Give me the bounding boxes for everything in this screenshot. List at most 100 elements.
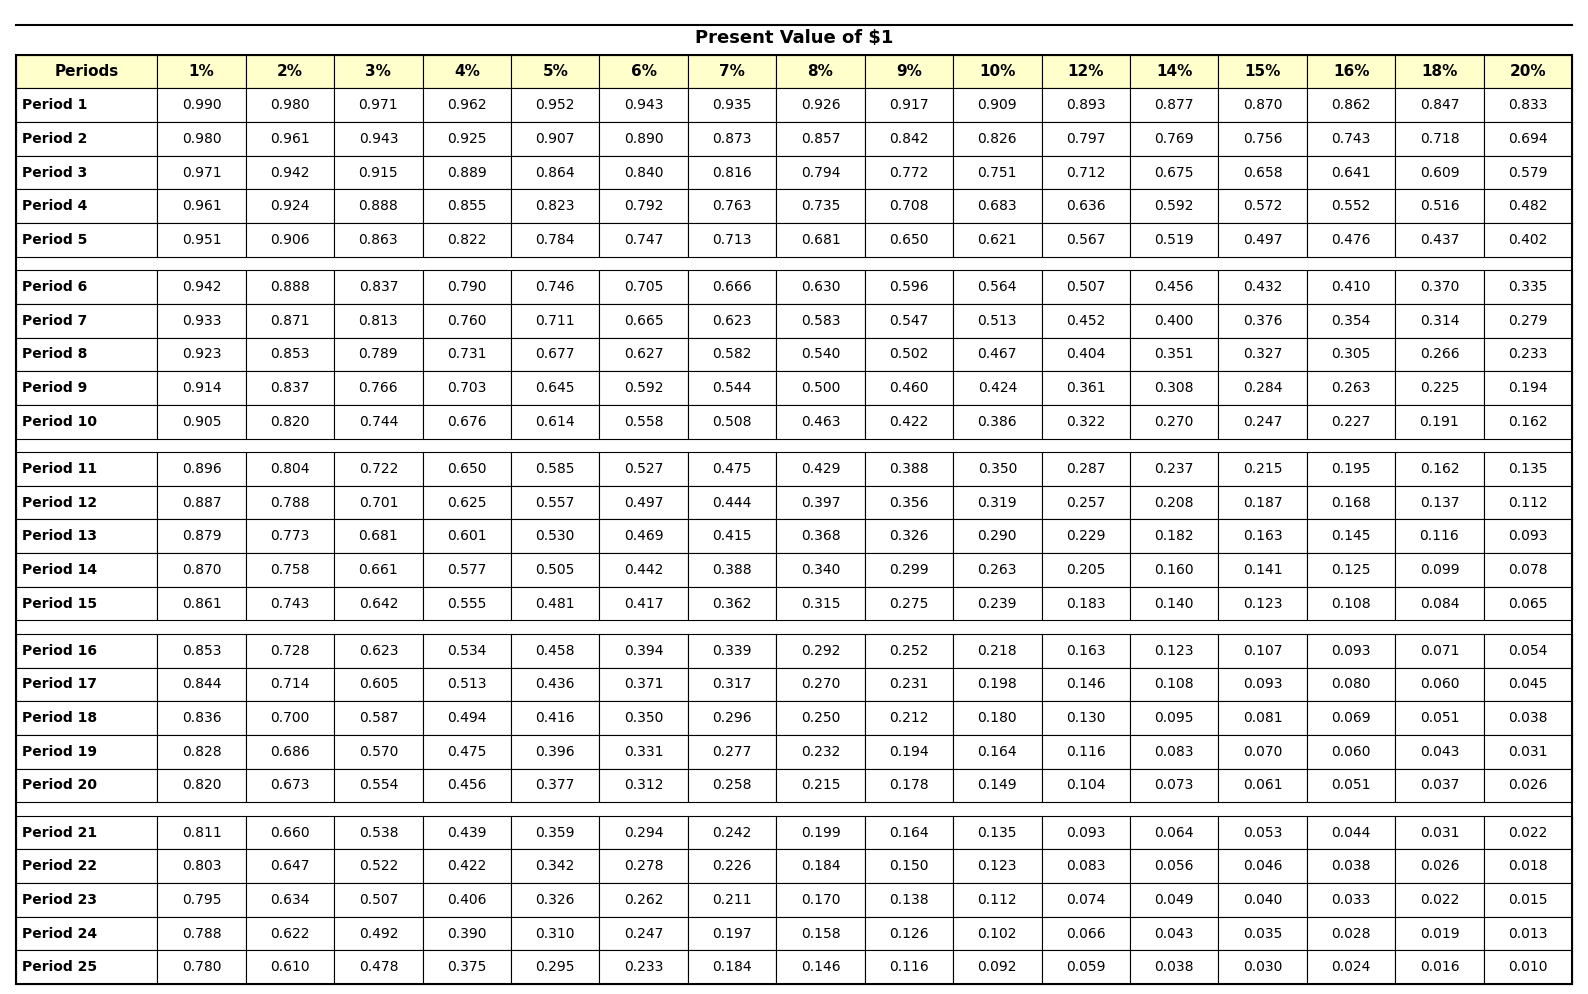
Text: 0.065: 0.065 xyxy=(1509,596,1548,610)
Text: 0.295: 0.295 xyxy=(535,960,575,974)
Bar xyxy=(688,816,777,849)
Text: 0.442: 0.442 xyxy=(624,563,664,577)
Text: 0.226: 0.226 xyxy=(713,859,751,873)
Bar xyxy=(865,519,953,553)
Text: 0.123: 0.123 xyxy=(1154,644,1194,658)
Text: 0.263: 0.263 xyxy=(978,563,1018,577)
Text: 0.163: 0.163 xyxy=(1066,644,1105,658)
Bar xyxy=(688,270,777,304)
Bar xyxy=(1483,883,1572,916)
Bar xyxy=(1042,735,1131,768)
Bar xyxy=(1131,950,1218,984)
Text: 0.605: 0.605 xyxy=(359,677,399,692)
Text: 0.467: 0.467 xyxy=(978,347,1018,362)
Text: 0.887: 0.887 xyxy=(181,496,221,510)
Bar xyxy=(1396,486,1483,519)
Bar xyxy=(1042,304,1131,338)
Bar xyxy=(422,371,511,405)
Bar xyxy=(157,88,246,122)
Text: Period 14: Period 14 xyxy=(22,563,97,577)
Text: 9%: 9% xyxy=(896,64,923,79)
Text: 0.731: 0.731 xyxy=(448,347,486,362)
Text: 0.681: 0.681 xyxy=(800,233,840,247)
Text: 0.026: 0.026 xyxy=(1420,859,1459,873)
Text: 0.126: 0.126 xyxy=(889,926,929,940)
Bar xyxy=(1042,55,1131,88)
Bar xyxy=(246,122,333,156)
Bar xyxy=(157,519,246,553)
Bar xyxy=(246,950,333,984)
Bar xyxy=(777,816,865,849)
Text: 0.046: 0.046 xyxy=(1243,859,1283,873)
Bar xyxy=(246,816,333,849)
Text: 0.277: 0.277 xyxy=(713,745,751,758)
Bar xyxy=(333,816,422,849)
Bar xyxy=(157,338,246,371)
Bar xyxy=(599,486,688,519)
Text: Period 11: Period 11 xyxy=(22,462,97,476)
Text: 0.614: 0.614 xyxy=(535,414,575,428)
Bar xyxy=(1307,304,1396,338)
Text: 0.820: 0.820 xyxy=(270,414,310,428)
Text: 0.242: 0.242 xyxy=(713,826,751,840)
Text: Period 20: Period 20 xyxy=(22,778,97,792)
Text: 0.758: 0.758 xyxy=(270,563,310,577)
Bar xyxy=(1042,586,1131,620)
Text: 0.744: 0.744 xyxy=(359,414,399,428)
Text: 0.356: 0.356 xyxy=(889,496,929,510)
Bar xyxy=(1483,55,1572,88)
Text: 10%: 10% xyxy=(980,64,1016,79)
Bar xyxy=(953,950,1042,984)
Text: 0.625: 0.625 xyxy=(448,496,486,510)
Text: 0.045: 0.045 xyxy=(1509,677,1548,692)
Bar xyxy=(157,916,246,950)
Bar xyxy=(1307,634,1396,668)
Text: 0.319: 0.319 xyxy=(978,496,1018,510)
Text: 0.104: 0.104 xyxy=(1066,778,1105,792)
Text: 0.270: 0.270 xyxy=(1154,414,1194,428)
Bar xyxy=(1218,223,1307,256)
Text: 0.198: 0.198 xyxy=(978,677,1018,692)
Bar xyxy=(1131,634,1218,668)
Bar xyxy=(1042,916,1131,950)
Text: 0.340: 0.340 xyxy=(800,563,840,577)
Text: 0.263: 0.263 xyxy=(1331,381,1370,395)
Bar xyxy=(1483,768,1572,802)
Text: 0.436: 0.436 xyxy=(535,677,575,692)
Bar xyxy=(1042,122,1131,156)
Text: 0.195: 0.195 xyxy=(1331,462,1370,476)
Bar xyxy=(1218,452,1307,486)
Text: Period 1: Period 1 xyxy=(22,98,87,112)
Text: 0.907: 0.907 xyxy=(535,132,575,146)
Bar xyxy=(1307,519,1396,553)
Text: 0.278: 0.278 xyxy=(624,859,664,873)
Bar xyxy=(953,156,1042,190)
Bar xyxy=(1218,190,1307,223)
Bar xyxy=(777,371,865,405)
Text: 0.083: 0.083 xyxy=(1154,745,1194,758)
Bar xyxy=(1483,452,1572,486)
Bar xyxy=(1307,88,1396,122)
Bar xyxy=(511,816,599,849)
Bar xyxy=(1307,156,1396,190)
Bar xyxy=(777,586,865,620)
Bar xyxy=(511,586,599,620)
Bar xyxy=(422,950,511,984)
Text: 0.160: 0.160 xyxy=(1154,563,1194,577)
Bar xyxy=(953,768,1042,802)
Bar xyxy=(1483,816,1572,849)
Bar xyxy=(422,701,511,735)
Text: 0.677: 0.677 xyxy=(535,347,575,362)
Bar xyxy=(157,270,246,304)
Text: 0.377: 0.377 xyxy=(535,778,575,792)
Text: 0.205: 0.205 xyxy=(1066,563,1105,577)
Bar xyxy=(333,634,422,668)
Text: 2%: 2% xyxy=(276,64,303,79)
Text: 0.184: 0.184 xyxy=(713,960,751,974)
Text: 0.368: 0.368 xyxy=(800,529,840,543)
Text: 0.162: 0.162 xyxy=(1420,462,1459,476)
Text: 0.315: 0.315 xyxy=(800,596,840,610)
Bar xyxy=(16,122,157,156)
Bar xyxy=(16,55,157,88)
Text: 4%: 4% xyxy=(454,64,480,79)
